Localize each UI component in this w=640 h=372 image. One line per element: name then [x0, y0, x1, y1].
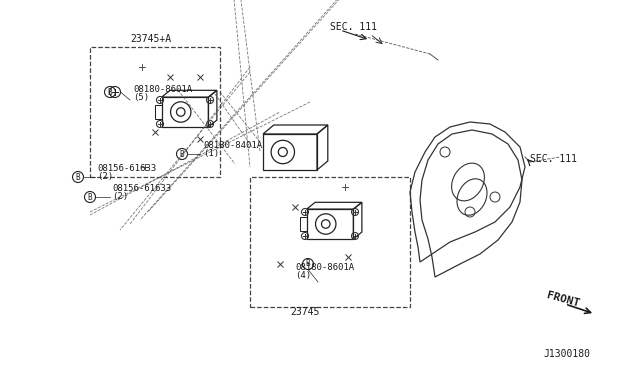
Text: (4): (4): [295, 271, 311, 280]
Text: 08180-8601A: 08180-8601A: [295, 263, 354, 272]
Text: (2): (2): [112, 192, 128, 201]
Text: 08180-8601A: 08180-8601A: [133, 85, 192, 94]
Bar: [90, 47, 220, 177]
Text: SEC. 111: SEC. 111: [330, 22, 377, 32]
Text: (5): (5): [133, 93, 149, 102]
Text: 08156-61633: 08156-61633: [97, 164, 156, 173]
Text: (2): (2): [97, 172, 113, 181]
Text: B: B: [108, 87, 112, 96]
Text: 081B0-8401A: 081B0-8401A: [203, 141, 262, 150]
Text: 23745: 23745: [291, 307, 320, 317]
Text: B: B: [180, 150, 184, 158]
Text: FRONT: FRONT: [545, 291, 580, 309]
Text: B: B: [88, 192, 92, 202]
Text: J1300180: J1300180: [543, 349, 590, 359]
Text: B: B: [76, 173, 80, 182]
Bar: [250, 177, 410, 307]
Text: 08156-61633: 08156-61633: [112, 184, 171, 193]
Text: SEC. 111: SEC. 111: [530, 154, 577, 164]
Text: (1): (1): [203, 149, 219, 158]
Text: B: B: [306, 260, 310, 269]
Text: 23745+A: 23745+A: [130, 34, 171, 44]
